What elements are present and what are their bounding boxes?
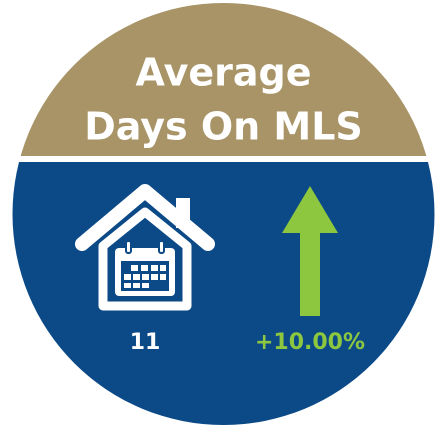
up-arrow (282, 186, 338, 316)
title-line: Days On MLS (84, 105, 363, 149)
change: +10.00% (255, 330, 365, 355)
title-line: Average (136, 51, 312, 95)
separator (12, 156, 435, 162)
value: 11 (130, 330, 161, 355)
house-calendar-icon (75, 184, 215, 311)
body-band (12, 162, 435, 425)
